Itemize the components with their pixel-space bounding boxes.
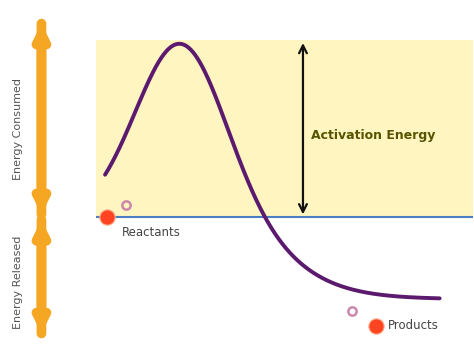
Text: Energy Consumed: Energy Consumed	[13, 78, 23, 180]
Text: Reactants: Reactants	[121, 226, 181, 239]
Text: Products: Products	[388, 318, 438, 332]
Bar	[96, 40, 473, 217]
Text: Activation Energy: Activation Energy	[311, 129, 436, 142]
Text: Energy Released: Energy Released	[13, 235, 23, 329]
